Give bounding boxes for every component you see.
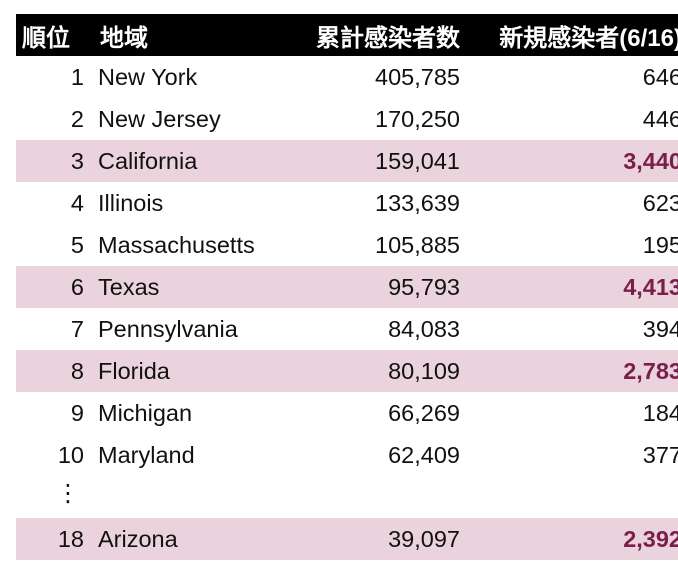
cell-total-cases: 84,083 <box>388 315 460 342</box>
cell-new-cases: 3,440 <box>623 147 678 174</box>
cell-region: New Jersey <box>98 105 221 132</box>
vertical-ellipsis-icon: ⋮ <box>56 479 80 507</box>
header-region: 地域 <box>100 24 148 52</box>
covid-ranking-table-container: 順位 地域 累計感染者数 新規感染者(6/16) 1 New York 405,… <box>16 14 678 560</box>
cell-rank: 1 <box>70 63 84 90</box>
table-row: 8 Florida 80,109 2,783 <box>16 350 678 392</box>
cell-rank: 18 <box>57 525 84 552</box>
cell-region: Michigan <box>98 399 193 426</box>
cell-region: Arizona <box>98 525 178 552</box>
cell-new-cases: 184 <box>642 399 678 426</box>
cell-new-cases: 2,392 <box>623 525 678 552</box>
cell-total-cases: 405,785 <box>375 63 460 90</box>
table-row: 9 Michigan 66,269 184 <box>16 392 678 434</box>
ellipsis-cell: ⋮ <box>16 476 678 518</box>
table-row: 7 Pennsylvania 84,083 394 <box>16 308 678 350</box>
cell-new-cases: 646 <box>642 63 678 90</box>
cell-total-cases: 62,409 <box>388 441 460 468</box>
cell-region: Texas <box>98 273 160 300</box>
cell-rank: 9 <box>70 399 84 426</box>
cell-new-cases: 623 <box>642 189 678 216</box>
header-new-cases: 新規感染者(6/16) <box>499 24 678 52</box>
cell-region: Maryland <box>98 441 195 468</box>
table-row: 5 Massachusetts 105,885 195 <box>16 224 678 266</box>
table-row-last: 18 Arizona 39,097 2,392 <box>16 518 678 560</box>
cell-total-cases: 133,639 <box>375 189 460 216</box>
cell-rank: 6 <box>70 273 84 300</box>
header-row: 順位 地域 累計感染者数 新規感染者(6/16) <box>16 14 678 56</box>
table-header: 順位 地域 累計感染者数 新規感染者(6/16) <box>16 14 678 56</box>
cell-total-cases: 105,885 <box>375 231 460 258</box>
cell-rank: 3 <box>70 147 84 174</box>
cell-new-cases: 377 <box>642 441 678 468</box>
cell-total-cases: 170,250 <box>375 105 460 132</box>
cell-rank: 8 <box>70 357 84 384</box>
cell-total-cases: 66,269 <box>388 399 460 426</box>
cell-region: California <box>98 147 198 174</box>
table-row: 2 New Jersey 170,250 446 <box>16 98 678 140</box>
table-row: 1 New York 405,785 646 <box>16 56 678 98</box>
cell-rank: 2 <box>70 105 84 132</box>
cell-rank: 4 <box>70 189 84 216</box>
table-row: 6 Texas 95,793 4,413 <box>16 266 678 308</box>
cell-new-cases: 2,783 <box>623 357 678 384</box>
header-rank: 順位 <box>22 24 70 52</box>
cell-new-cases: 4,413 <box>623 273 678 300</box>
cell-new-cases: 394 <box>642 315 678 342</box>
cell-region: New York <box>98 63 198 90</box>
cell-total-cases: 80,109 <box>388 357 460 384</box>
cell-region: Massachusetts <box>98 231 255 258</box>
cell-new-cases: 195 <box>642 231 678 258</box>
table-row: 3 California 159,041 3,440 <box>16 140 678 182</box>
cell-region: Illinois <box>98 189 164 216</box>
cell-total-cases: 159,041 <box>375 147 460 174</box>
cell-rank: 10 <box>57 441 84 468</box>
cell-total-cases: 95,793 <box>388 273 460 300</box>
cell-region: Florida <box>98 357 170 384</box>
cell-region: Pennsylvania <box>98 315 238 342</box>
cell-rank: 5 <box>70 231 84 258</box>
table-row: 10 Maryland 62,409 377 <box>16 434 678 476</box>
table-row: 4 Illinois 133,639 623 <box>16 182 678 224</box>
covid-ranking-table: 順位 地域 累計感染者数 新規感染者(6/16) 1 New York 405,… <box>16 14 678 560</box>
cell-rank: 7 <box>70 315 84 342</box>
table-body: 1 New York 405,785 646 2 New Jersey 170,… <box>16 56 678 560</box>
header-total-cases: 累計感染者数 <box>316 24 460 52</box>
cell-new-cases: 446 <box>642 105 678 132</box>
ellipsis-row: ⋮ <box>16 476 678 518</box>
cell-total-cases: 39,097 <box>388 525 460 552</box>
